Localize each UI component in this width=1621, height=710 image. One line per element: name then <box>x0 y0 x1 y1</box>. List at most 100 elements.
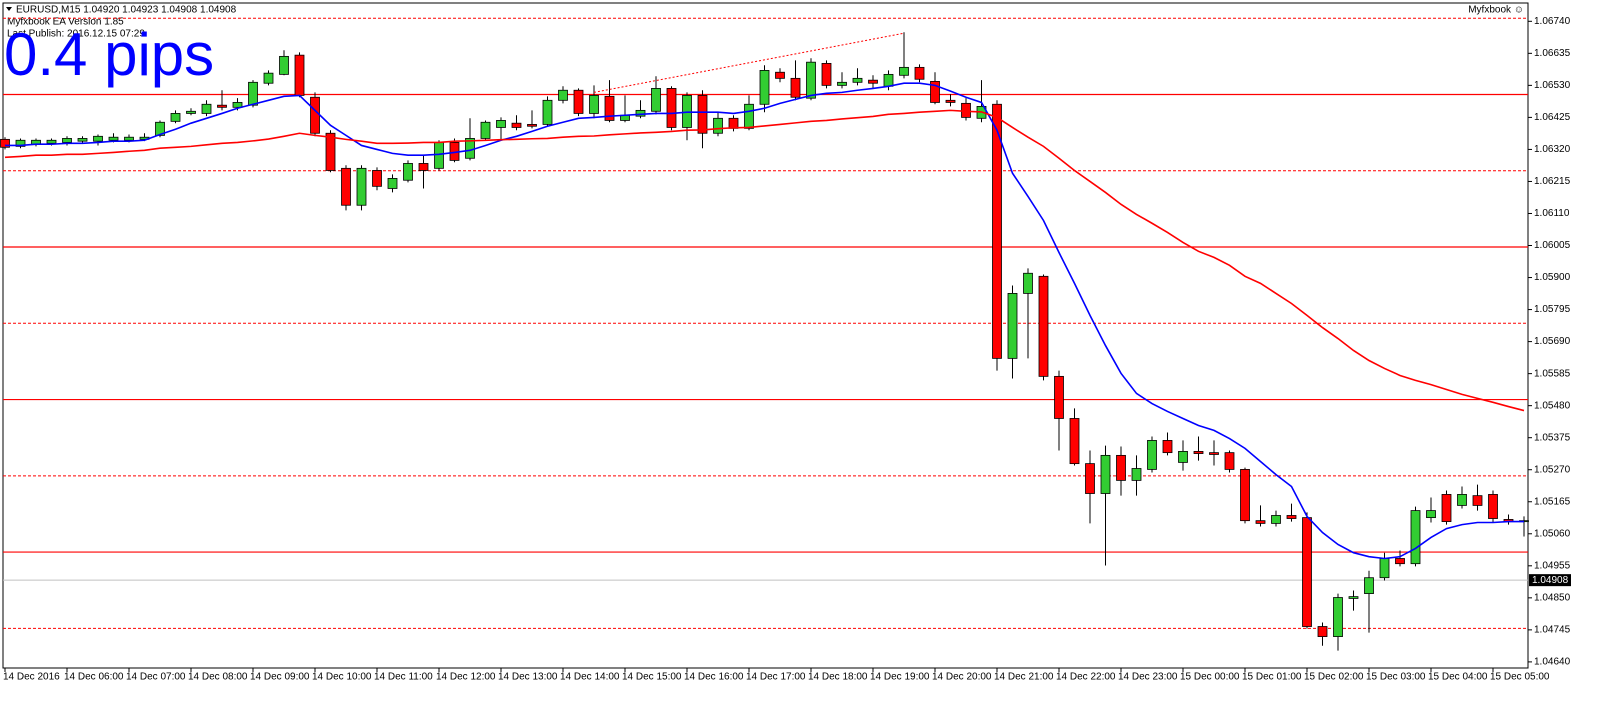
candle-body <box>713 117 723 134</box>
candle-body <box>186 110 196 114</box>
candle-body <box>1271 515 1281 524</box>
current-price-box <box>1529 574 1571 587</box>
candle-body <box>1116 454 1126 481</box>
candle-body <box>1441 494 1452 522</box>
candle-body <box>1410 510 1421 565</box>
candle-body <box>1488 494 1498 519</box>
candle-body <box>806 61 816 99</box>
candle-body <box>77 138 88 142</box>
candle-body <box>1286 515 1297 519</box>
candle-body <box>651 88 661 112</box>
candle-body <box>868 79 878 84</box>
x-tick-label: 14 Dec 09:00 <box>250 672 310 683</box>
candle-body <box>852 77 863 83</box>
moving-average <box>4 109 1525 412</box>
candle-body <box>1085 463 1095 494</box>
candle-body <box>1162 440 1173 454</box>
candle-body <box>1457 494 1467 506</box>
moving-average <box>5 82 1524 560</box>
x-tick-label: 14 Dec 06:00 <box>64 672 124 683</box>
x-tick-label: 14 Dec 2016 <box>3 672 60 683</box>
y-tick-label: 1.04955 <box>1534 560 1571 571</box>
candle-body <box>558 89 568 101</box>
candle-body <box>62 138 72 143</box>
y-tick-label: 1.05375 <box>1534 432 1571 443</box>
x-tick-label: 15 Dec 00:00 <box>1180 672 1240 683</box>
candle-body <box>635 109 646 117</box>
candle-body <box>46 139 57 144</box>
x-tick-label: 14 Dec 12:00 <box>436 672 496 683</box>
x-tick-label: 14 Dec 08:00 <box>188 672 248 683</box>
candle-body <box>1007 293 1018 359</box>
y-tick-label: 1.05165 <box>1534 496 1571 507</box>
candle-body <box>1147 440 1157 470</box>
x-tick-label: 14 Dec 11:00 <box>374 672 433 683</box>
candle-body <box>480 121 491 139</box>
x-tick-label: 14 Dec 22:00 <box>1056 672 1116 683</box>
candle-body <box>1348 596 1359 599</box>
trendline <box>593 32 905 93</box>
y-tick-label: 1.06320 <box>1534 144 1571 155</box>
y-tick-label: 1.06425 <box>1534 112 1571 123</box>
x-tick-label: 14 Dec 21:00 <box>994 672 1054 683</box>
candle-body <box>1178 451 1188 463</box>
y-tick-label: 1.05060 <box>1534 528 1571 539</box>
candle-body <box>604 95 615 121</box>
candle-body <box>341 167 351 206</box>
candle-body <box>1317 626 1328 637</box>
candle-body <box>1379 558 1390 579</box>
candle-body <box>883 73 894 87</box>
x-tick-label: 14 Dec 17:00 <box>746 672 806 683</box>
candle-body <box>1054 375 1064 419</box>
candle-body <box>542 99 553 125</box>
chart-header: EURUSD,M15 1.04920 1.04923 1.04908 1.049… <box>16 5 237 16</box>
candle-body <box>1023 272 1033 294</box>
candle-body <box>1364 577 1374 594</box>
candle-body <box>418 163 429 171</box>
x-tick-label: 15 Dec 05:00 <box>1490 672 1550 683</box>
candle-body <box>744 103 754 129</box>
candle-body <box>1038 275 1049 377</box>
y-tick-label: 1.05270 <box>1534 464 1571 475</box>
x-tick-label: 14 Dec 23:00 <box>1118 672 1178 683</box>
candle-body <box>1395 558 1405 565</box>
y-tick-label: 1.04745 <box>1534 625 1571 636</box>
candle-body <box>294 54 305 96</box>
candle-body <box>434 142 444 169</box>
candle-body <box>1255 520 1266 524</box>
candle-body <box>201 103 212 114</box>
candle-body <box>821 62 832 86</box>
candle-body <box>1224 452 1235 470</box>
y-tick-label: 1.06215 <box>1534 176 1571 187</box>
candle-body <box>945 99 956 103</box>
last-publish: Last Publish: 2016.12.15 07:29 <box>7 29 145 40</box>
y-tick-label: 1.06740 <box>1534 16 1571 27</box>
candle-body <box>1302 517 1312 627</box>
y-tick-label: 1.05480 <box>1534 400 1571 411</box>
y-tick-label: 1.06635 <box>1534 48 1571 59</box>
candle-body <box>108 136 119 141</box>
candle-body <box>325 132 336 171</box>
y-tick-label: 1.06005 <box>1534 240 1571 251</box>
candle-body <box>1240 469 1250 522</box>
candle-body <box>930 80 940 103</box>
candle-body <box>1100 454 1111 494</box>
candle-body <box>1131 468 1142 481</box>
candle-body <box>992 103 1002 359</box>
candle-body <box>387 178 398 189</box>
candle-body <box>263 72 274 84</box>
ea-version: Myfxbook EA Version 1.85 <box>7 17 124 28</box>
candle-body <box>775 71 785 79</box>
candle-body <box>124 136 134 141</box>
candle-body <box>1209 452 1219 455</box>
candle-body <box>573 89 584 114</box>
y-tick-label: 1.06110 <box>1534 208 1570 219</box>
x-tick-label: 15 Dec 01:00 <box>1242 672 1302 683</box>
x-tick-label: 14 Dec 14:00 <box>560 672 620 683</box>
x-tick-label: 14 Dec 19:00 <box>870 672 930 683</box>
candle-body <box>15 139 26 147</box>
current-price-label: 1.04908 <box>1532 575 1569 586</box>
